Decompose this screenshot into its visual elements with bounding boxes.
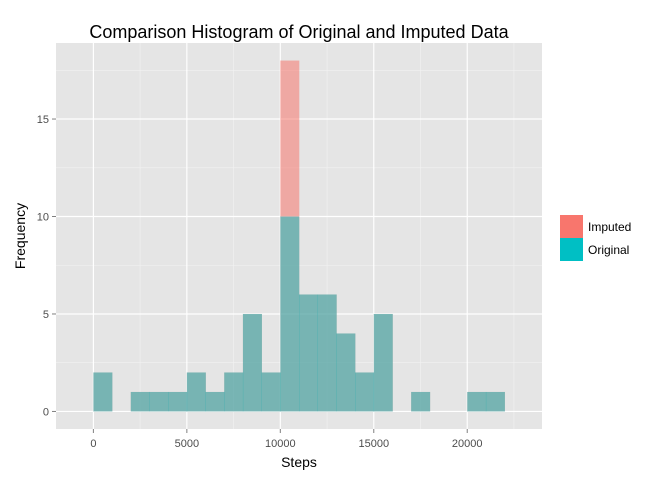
chart-title: Comparison Histogram of Original and Imp… xyxy=(89,22,509,42)
original-bar xyxy=(224,372,244,412)
x-tick-label: 10000 xyxy=(265,438,296,450)
x-axis-title: Steps xyxy=(281,454,317,470)
original-bar xyxy=(280,216,300,412)
original-bar xyxy=(130,391,150,412)
original-bar xyxy=(411,391,431,412)
y-tick-label: 10 xyxy=(37,212,49,224)
original-bar xyxy=(299,294,318,412)
legend-key-original xyxy=(560,238,583,261)
original-bar xyxy=(205,391,225,412)
original-bar xyxy=(149,391,169,412)
x-tick-label: 0 xyxy=(90,438,96,450)
original-bar xyxy=(93,372,113,412)
legend-label-imputed: Imputed xyxy=(588,220,631,234)
y-tick-label: 15 xyxy=(37,114,49,126)
y-tick-label: 0 xyxy=(43,406,49,418)
x-tick-label: 15000 xyxy=(358,438,389,450)
y-tick-label: 5 xyxy=(43,309,49,321)
original-bar xyxy=(485,391,505,412)
x-tick-label: 5000 xyxy=(175,438,199,450)
legend-label-original: Original xyxy=(588,243,629,257)
original-bar xyxy=(336,333,356,412)
original-bars xyxy=(93,216,505,412)
legend-key-imputed xyxy=(560,215,583,238)
original-bar xyxy=(168,391,188,412)
original-bar xyxy=(467,391,487,412)
legend: Imputed Original xyxy=(560,215,631,261)
y-axis-title: Frequency xyxy=(12,203,28,269)
original-bar xyxy=(242,313,262,412)
x-tick-label: 20000 xyxy=(452,438,483,450)
original-bar xyxy=(355,372,375,412)
original-bar xyxy=(317,294,337,412)
axis-ticks: 0 5000 10000 15000 20000 0 5 10 15 xyxy=(37,114,483,450)
original-bar xyxy=(261,372,281,412)
original-bar xyxy=(373,313,393,412)
original-bar xyxy=(186,372,206,412)
